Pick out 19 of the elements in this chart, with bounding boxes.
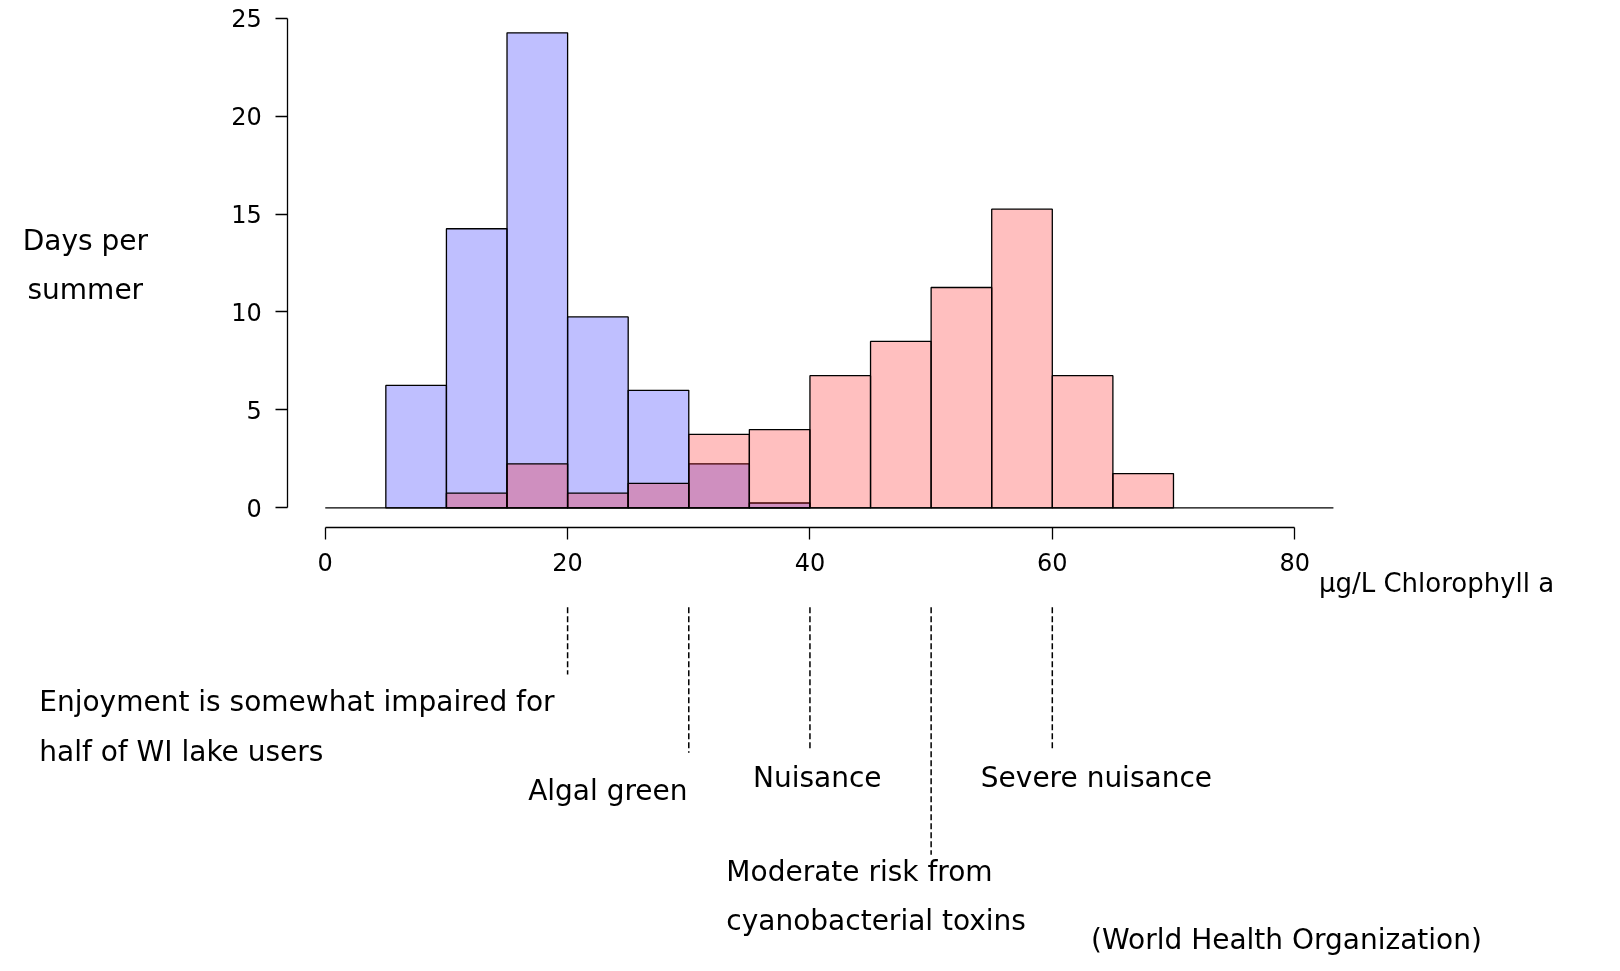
ref-line-label: Algal green xyxy=(528,774,688,808)
y-axis-title: Days per summer xyxy=(22,223,149,307)
x-tick-label: 80 xyxy=(1279,549,1310,578)
ref-line-label: Moderate risk from cyanobacterial toxins xyxy=(726,854,1026,938)
y-tick-label: 25 xyxy=(231,5,262,34)
y-tick-label: 0 xyxy=(246,494,262,523)
x-tick-label: 0 xyxy=(317,549,333,578)
x-axis-title: µg/L Chlorophyll a xyxy=(1318,568,1555,599)
y-tick-label: 20 xyxy=(231,103,262,132)
ref-line-label: Severe nuisance xyxy=(980,760,1213,794)
x-tick-label: 40 xyxy=(794,549,826,578)
y-tick-label: 5 xyxy=(246,396,262,425)
ref-line-label: Nuisance xyxy=(753,760,882,794)
y-tick-label: 15 xyxy=(231,201,262,230)
text: (World Health Organization) xyxy=(1091,923,1482,957)
x-tick-label: 60 xyxy=(1037,549,1068,578)
y-tick-label: 10 xyxy=(231,299,262,327)
ref-line-label: Enjoyment is somewhat impaired for half of WI lake users xyxy=(39,685,556,768)
x-tick-label: 20 xyxy=(552,549,583,578)
